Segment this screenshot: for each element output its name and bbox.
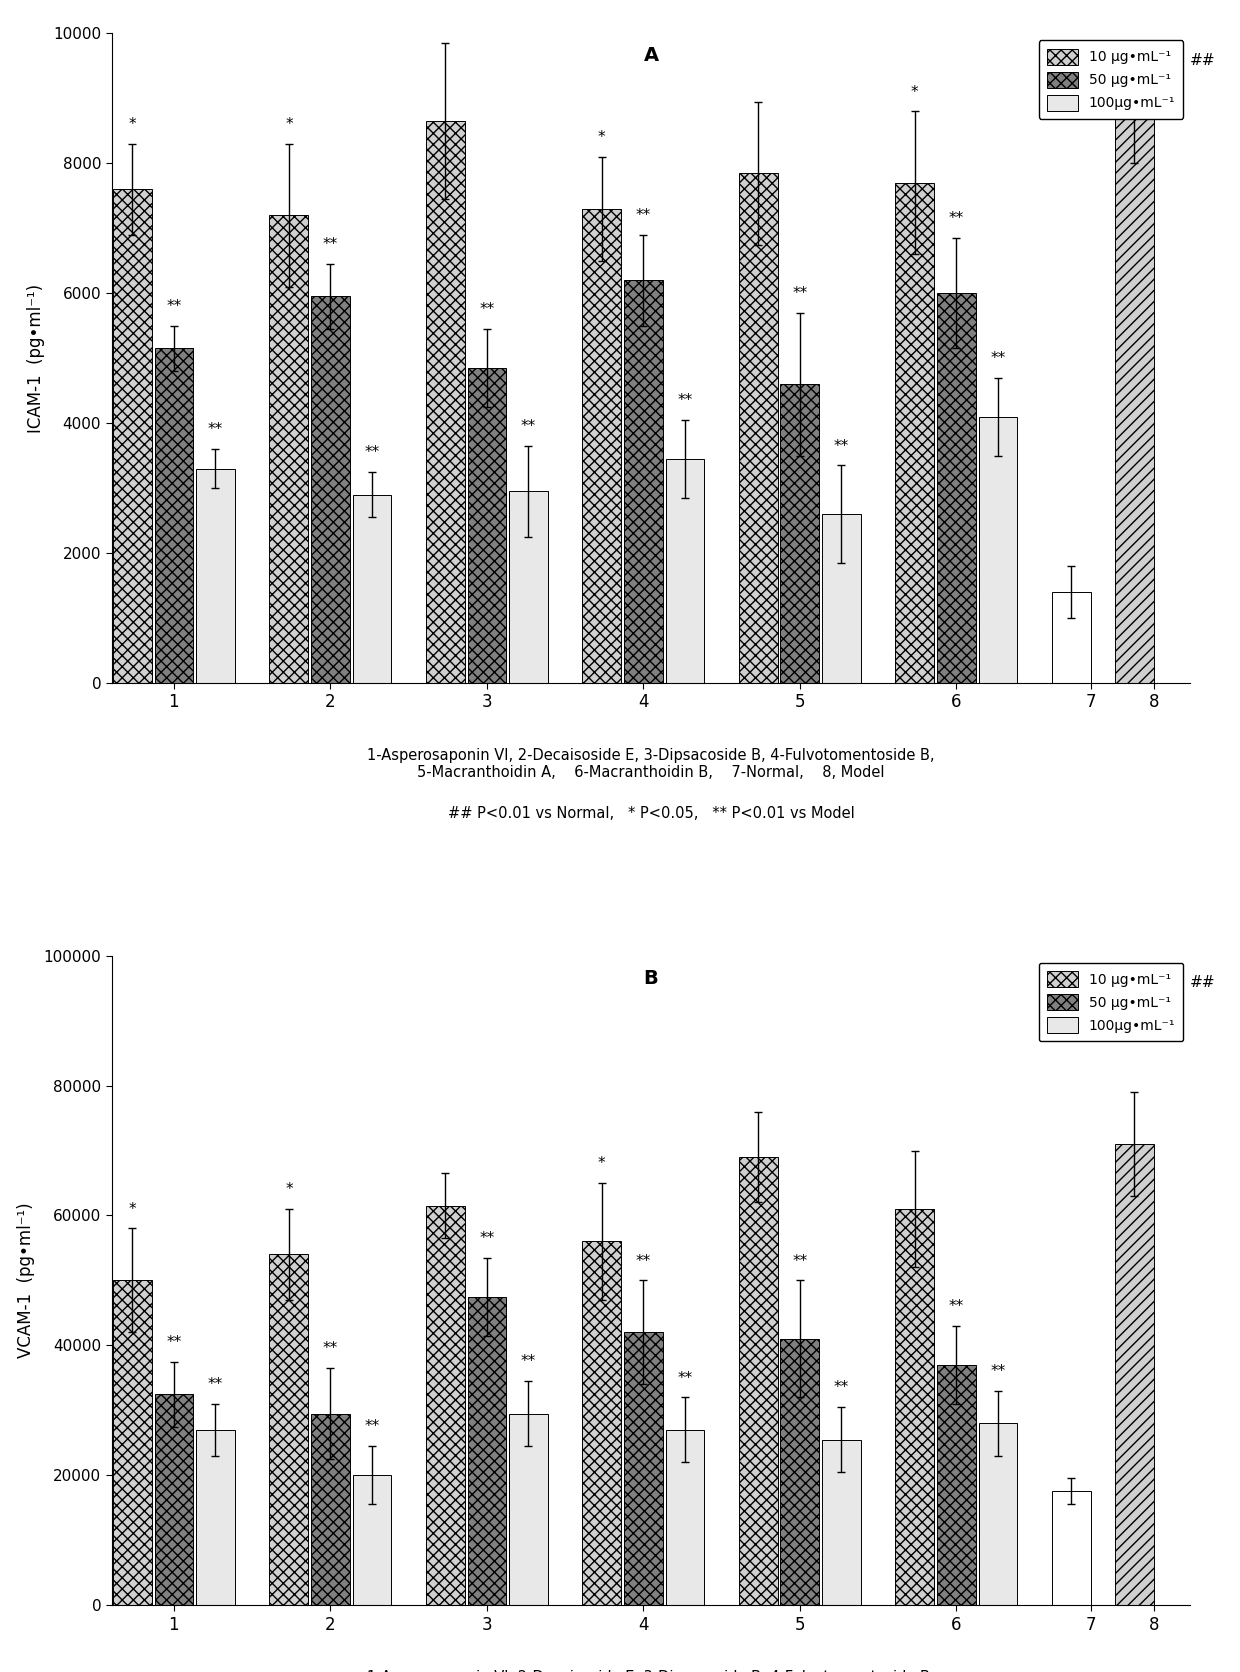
Text: 1-Asperosaponin VI, 2-Decaisoside E, 3-Dipsacoside B, 4-Fulvotomentoside B,
5-Ma: 1-Asperosaponin VI, 2-Decaisoside E, 3-D… [367, 747, 935, 781]
Text: **: ** [677, 393, 693, 408]
Bar [666, 458, 704, 682]
Text: *: * [129, 1202, 136, 1217]
Text: **: ** [322, 237, 339, 252]
Bar [311, 296, 350, 682]
Bar [269, 216, 309, 682]
Text: *: * [598, 1157, 605, 1172]
Text: **: ** [991, 351, 1006, 366]
Bar [352, 495, 392, 682]
Bar [1115, 115, 1153, 682]
Text: *: * [129, 117, 136, 132]
Text: **: ** [792, 286, 807, 301]
Text: **: ** [792, 1254, 807, 1269]
Text: B: B [644, 968, 658, 988]
Bar [510, 1413, 548, 1605]
Bar [583, 209, 621, 682]
Text: **: ** [166, 1334, 181, 1349]
Text: ##: ## [1190, 975, 1216, 990]
Bar [427, 1206, 465, 1605]
Bar [937, 1364, 976, 1605]
Text: *: * [285, 1182, 293, 1197]
Bar [822, 513, 861, 682]
Text: **: ** [636, 207, 651, 222]
Text: ## P<0.01 vs Normal,   * P<0.05,   ** P<0.01 vs Model: ## P<0.01 vs Normal, * P<0.05, ** P<0.01… [448, 806, 854, 821]
Text: **: ** [365, 1420, 379, 1435]
Bar [352, 1475, 392, 1605]
Bar [624, 1333, 662, 1605]
Text: **: ** [166, 299, 181, 314]
Bar [269, 1254, 309, 1605]
Text: **: ** [521, 420, 536, 435]
Text: **: ** [949, 1299, 963, 1314]
Bar [1052, 1491, 1091, 1605]
Text: *: * [598, 130, 605, 145]
Text: **: ** [833, 438, 849, 453]
Legend: 10 μg•mL⁻¹, 50 μg•mL⁻¹, 100μg•mL⁻¹: 10 μg•mL⁻¹, 50 μg•mL⁻¹, 100μg•mL⁻¹ [1039, 963, 1183, 1042]
Text: **: ** [480, 303, 495, 318]
Bar [113, 189, 151, 682]
Text: **: ** [208, 1378, 223, 1393]
Bar [155, 348, 193, 682]
Bar [978, 416, 1017, 682]
Text: ##: ## [1190, 54, 1216, 69]
Text: **: ** [636, 1254, 651, 1269]
Bar [822, 1440, 861, 1605]
Text: *: * [911, 85, 919, 100]
Text: **: ** [677, 1371, 693, 1386]
Bar [583, 1241, 621, 1605]
Text: **: ** [949, 211, 963, 226]
Text: A: A [644, 47, 658, 65]
Text: **: ** [322, 1341, 339, 1356]
Text: **: ** [208, 423, 223, 438]
Bar [978, 1423, 1017, 1605]
Text: **: ** [833, 1381, 849, 1396]
Text: **: ** [480, 1231, 495, 1246]
Text: *: * [285, 117, 293, 132]
Bar [113, 1281, 151, 1605]
Bar [467, 1296, 506, 1605]
Y-axis label: VCAM-1  (pg•ml⁻¹): VCAM-1 (pg•ml⁻¹) [17, 1202, 35, 1358]
Bar [311, 1413, 350, 1605]
Bar [427, 120, 465, 682]
Bar [510, 492, 548, 682]
Bar [467, 368, 506, 682]
Bar [895, 182, 934, 682]
Text: 1-Asperosaponin VI, 2-Decaisoside E, 3-Dipsacoside B, 4-Fulvotomentoside B,
5-Ma: 1-Asperosaponin VI, 2-Decaisoside E, 3-D… [367, 1670, 935, 1672]
Bar [739, 1157, 777, 1605]
Text: **: ** [365, 445, 379, 460]
Bar [780, 1339, 820, 1605]
Bar [780, 385, 820, 682]
Y-axis label: ICAM-1  (pg•ml⁻¹): ICAM-1 (pg•ml⁻¹) [27, 284, 45, 433]
Legend: 10 μg•mL⁻¹, 50 μg•mL⁻¹, 100μg•mL⁻¹: 10 μg•mL⁻¹, 50 μg•mL⁻¹, 100μg•mL⁻¹ [1039, 40, 1183, 119]
Bar [196, 1430, 234, 1605]
Bar [1115, 1144, 1153, 1605]
Bar [937, 293, 976, 682]
Bar [666, 1430, 704, 1605]
Text: **: ** [521, 1354, 536, 1369]
Bar [895, 1209, 934, 1605]
Bar [196, 468, 234, 682]
Bar [624, 281, 662, 682]
Bar [155, 1394, 193, 1605]
Bar [739, 174, 777, 682]
Text: **: ** [991, 1364, 1006, 1379]
Bar [1052, 592, 1091, 682]
